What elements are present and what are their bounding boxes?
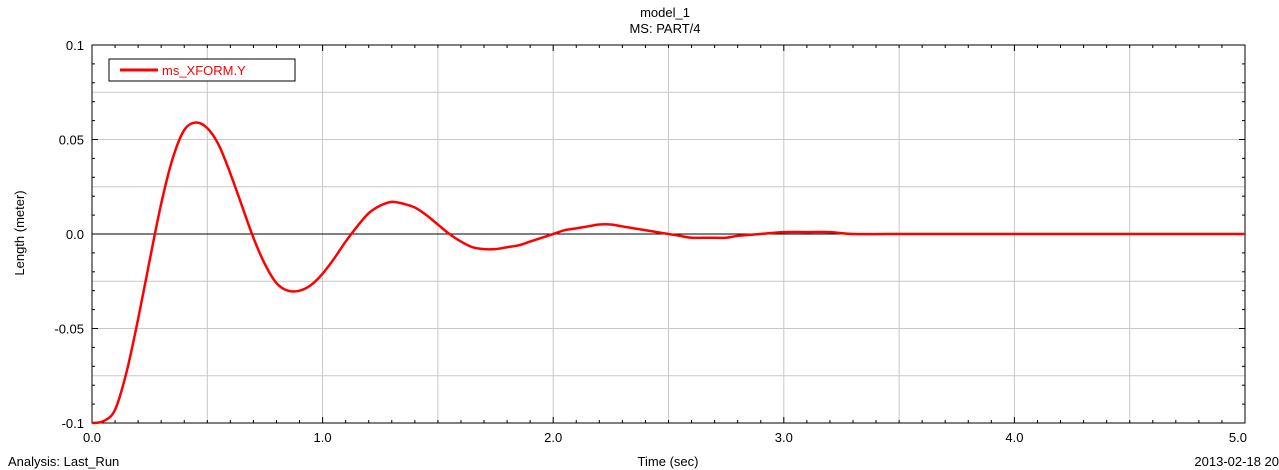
x-tick-label: 0.0 bbox=[83, 430, 101, 445]
x-axis-title: Time (sec) bbox=[638, 454, 699, 469]
y-axis-title: Length (meter) bbox=[12, 190, 27, 275]
legend-box bbox=[108, 58, 296, 82]
footer-date: 2013-02-18 20 bbox=[1194, 454, 1279, 469]
y-tick-label: 0.0 bbox=[66, 227, 84, 242]
y-tick-label: -0.1 bbox=[62, 416, 84, 431]
y-tick-labels: -0.1 -0.05 0.0 0.05 0.1 bbox=[54, 38, 84, 431]
x-tick-label: 2.0 bbox=[544, 430, 562, 445]
y-tick-label: 0.05 bbox=[59, 133, 84, 148]
x-tick-label: 3.0 bbox=[775, 430, 793, 445]
series-line bbox=[91, 121, 1245, 425]
chart-subtitle: MS: PART/4 bbox=[629, 21, 700, 36]
legend: ms_XFORM.Y bbox=[108, 58, 296, 82]
chart-title: model_1 bbox=[640, 5, 690, 20]
y-tick-label: -0.05 bbox=[54, 322, 84, 337]
legend-label: ms_XFORM.Y bbox=[162, 63, 246, 78]
y-tick-label: 0.1 bbox=[66, 38, 84, 53]
x-tick-labels: 0.0 1.0 2.0 3.0 4.0 5.0 bbox=[83, 430, 1247, 445]
x-tick-label: 1.0 bbox=[314, 430, 332, 445]
series-layer bbox=[91, 121, 1245, 425]
x-tick-label: 5.0 bbox=[1229, 430, 1247, 445]
x-tick-label: 4.0 bbox=[1005, 430, 1023, 445]
footer-analysis: Analysis: Last_Run bbox=[8, 454, 119, 469]
